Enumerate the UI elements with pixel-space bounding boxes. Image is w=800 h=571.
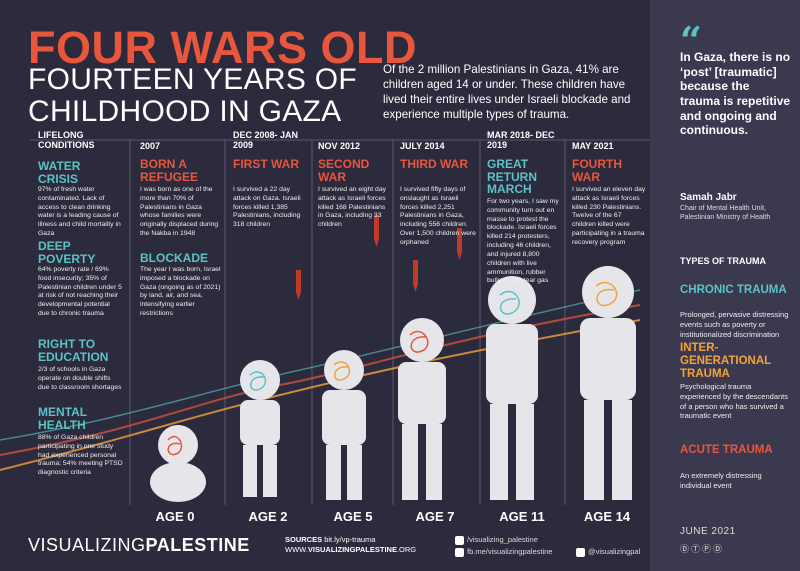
brand-logo: VISUALIZINGPALESTINE bbox=[28, 535, 250, 556]
license-icons: ⒹⓉⓅⒹ bbox=[680, 544, 725, 554]
col-date: 2007 bbox=[140, 141, 161, 151]
lifelong-text-mental: 88% of Gaza children participating in on… bbox=[38, 434, 123, 477]
quote-mark-icon: “ bbox=[680, 18, 702, 63]
age-label: AGE 14 bbox=[583, 509, 631, 524]
type-title-chronic: CHRONIC TRAUMA bbox=[680, 284, 787, 296]
lifelong-title-poverty: DEEP POVERTY bbox=[38, 239, 96, 266]
page-subtitle: FOURTEEN YEARS OF CHILDHOOD IN GAZA bbox=[28, 63, 358, 128]
col-text-blockade: The year I was born, Israel imposed a bl… bbox=[140, 266, 221, 318]
footer-sources: SOURCES bit.ly/vp-trauma WWW.VISUALIZING… bbox=[285, 535, 416, 555]
brand-bold: PALESTINE bbox=[145, 535, 250, 555]
col-title: GREAT RETURN MARCH bbox=[487, 157, 537, 197]
col-text: I survived an eight day attack as Israel… bbox=[318, 186, 387, 229]
www-domain[interactable]: VISUALIZINGPALESTINE bbox=[307, 544, 397, 554]
age-label: AGE 2 bbox=[248, 509, 288, 524]
types-header: TYPES OF TRAUMA bbox=[680, 256, 767, 266]
type-desc-acute: An extremely distressing individual even… bbox=[680, 471, 762, 490]
col-date: NOV 2012 bbox=[318, 141, 361, 151]
type-title-acute: ACUTE TRAUMA bbox=[680, 444, 773, 456]
instagram-handle: /visualizing_palestine bbox=[467, 535, 538, 544]
timeline-decoration bbox=[0, 139, 650, 505]
facebook-handle: fb.me/visualizingpalestine bbox=[467, 547, 553, 556]
col-date: DEC 2008- JAN 2009 bbox=[233, 130, 299, 151]
brand-light: VISUALIZING bbox=[28, 535, 146, 555]
instagram-icon bbox=[455, 535, 464, 545]
col-text: I survived fifty days of onslaught as Is… bbox=[400, 186, 476, 246]
age-label: AGE 0 bbox=[155, 509, 195, 524]
twitter-link[interactable]: @visualizingpal bbox=[576, 547, 640, 557]
lifelong-text-water: 97% of fresh water contaminated. Lack of… bbox=[38, 186, 121, 238]
col-title-blockade: BLOCKADE bbox=[140, 251, 208, 265]
facebook-link[interactable]: fb.me/visualizingpalestine bbox=[455, 547, 552, 557]
page-title: FOUR WARS OLD bbox=[28, 22, 417, 73]
lifelong-text-education: 2/3 of schools in Gaza operate on double… bbox=[38, 366, 122, 391]
type-desc-intergenerational: Psychological trauma experienced by the … bbox=[680, 382, 788, 421]
col-text: I survived an eleven day attack as Israe… bbox=[572, 186, 646, 246]
quote-author: Samah Jabr bbox=[680, 192, 737, 203]
type-desc-chronic: Prolonged, pervasive distressing events … bbox=[680, 310, 789, 339]
col-text: I survived a 22 day attack on Gaza. Isra… bbox=[233, 186, 301, 229]
col-date: JULY 2014 bbox=[400, 141, 445, 151]
twitter-handle: @visualizingpal bbox=[588, 547, 641, 556]
col-title: THIRD WAR bbox=[400, 157, 468, 171]
sources-link[interactable]: bit.ly/vp-trauma bbox=[324, 535, 376, 544]
lifelong-header: LIFELONG CONDITIONS bbox=[38, 130, 95, 151]
sidebar-panel bbox=[650, 0, 800, 571]
age-label: AGE 7 bbox=[415, 509, 455, 524]
lifelong-title-mental: MENTAL HEALTH bbox=[38, 405, 87, 432]
lifelong-title-education: RIGHT TO EDUCATION bbox=[38, 337, 109, 364]
col-date: MAR 2018- DEC 2019 bbox=[487, 130, 555, 151]
www-prefix: WWW. bbox=[285, 544, 308, 554]
col-date: MAY 2021 bbox=[572, 141, 614, 151]
instagram-link[interactable]: /visualizing_palestine bbox=[455, 535, 538, 545]
lifelong-title-water: WATER CRISIS bbox=[38, 159, 81, 186]
lifelong-text-poverty: 64% poverty rate / 69% food insecurity; … bbox=[38, 266, 122, 318]
publish-date: JUNE 2021 bbox=[680, 526, 736, 537]
age-label: AGE 11 bbox=[499, 509, 545, 524]
sidebar-quote: In Gaza, there is no ‘post’ [traumatic] … bbox=[680, 50, 791, 138]
sources-label: SOURCES bbox=[285, 535, 323, 544]
facebook-icon bbox=[455, 547, 464, 557]
type-title-intergenerational: INTER- GENERATIONAL TRAUMA bbox=[680, 342, 771, 380]
quote-author-role: Chair of Mental Health Unit, Palestinian… bbox=[680, 205, 771, 221]
col-text: I was born as one of the more than 70% o… bbox=[140, 186, 219, 238]
col-title: BORN A REFUGEE bbox=[140, 157, 199, 184]
col-text: For two years, I saw my community turn o… bbox=[487, 198, 559, 285]
col-title: SECOND WAR bbox=[318, 157, 370, 184]
age-label: AGE 5 bbox=[333, 509, 373, 524]
col-title: FIRST WAR bbox=[233, 157, 299, 171]
intro-text: Of the 2 million Palestinians in Gaza, 4… bbox=[383, 63, 631, 122]
twitter-icon bbox=[576, 547, 585, 557]
www-suffix: .ORG bbox=[396, 544, 417, 554]
col-title: FOURTH WAR bbox=[572, 157, 622, 184]
